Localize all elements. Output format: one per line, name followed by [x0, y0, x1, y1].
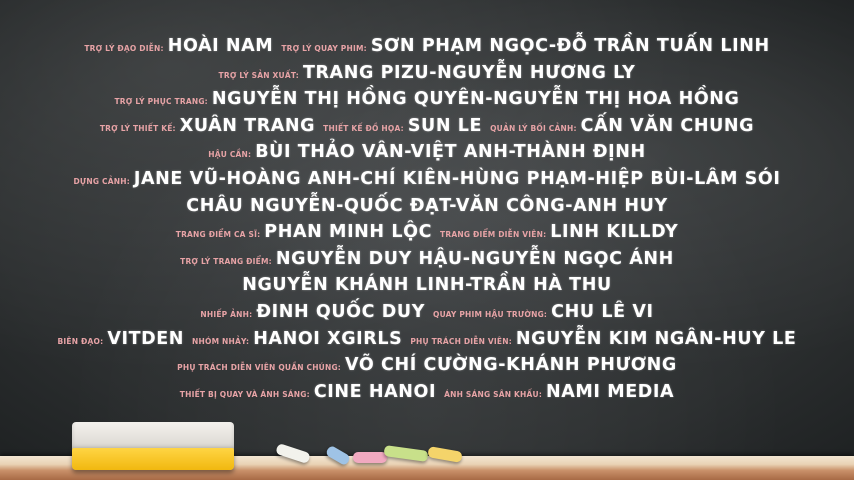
credit-entry: Ánh sáng sân khấu: Nami Media	[444, 382, 674, 402]
credit-name: Vitden	[107, 328, 185, 349]
credit-name: Sun Le	[407, 115, 483, 136]
credit-role: Biên đạo:	[57, 336, 104, 346]
credit-entry: Phụ trách diễn viên quần chúng: Võ Chí Cư…	[177, 355, 677, 375]
credit-role: Quản lý bối cảnh:	[490, 123, 577, 133]
credit-role: Phụ trách diễn viên:	[410, 336, 512, 346]
credit-row: Biên đạo: Vitden Nhóm nhảy: Hanoi Xgirls Phụ…	[0, 329, 854, 356]
chalkboard-background	[0, 0, 854, 458]
credit-name: Chu Lê Vi	[551, 301, 654, 322]
credit-role: Trợ lý phục trang:	[114, 97, 208, 107]
credit-entry: Thiết kế đồ họa: Sun Le	[323, 116, 482, 136]
eraser-handle	[72, 448, 234, 470]
credit-role: Ánh sáng sân khấu:	[444, 389, 543, 399]
credit-role: Nhóm nhảy:	[192, 336, 250, 346]
credit-row: Trợ lý phục trang: Nguyễn Thị Hồng Quyên-…	[0, 89, 854, 116]
credit-role: Quay phim hậu trường:	[433, 309, 548, 319]
credit-row: Trợ lý sản xuất: Trang Pizu-Nguyễn Hương …	[0, 63, 854, 90]
credit-entry: Phụ trách diễn viên: Nguyễn Kim Ngân-Huy …	[410, 329, 796, 349]
credit-role: Trợ lý thiết kế:	[99, 123, 176, 133]
credit-row: Trang điểm ca sĩ: Phan Minh Lộc Trang điểm…	[0, 222, 854, 249]
credit-entry: Hậu cần: Bùi Thảo Vân-Việt Anh-Thành Định	[208, 142, 646, 162]
credit-name: Sơn Phạm Ngọc-Đỗ Trần Tuấn Linh	[370, 36, 770, 56]
credit-row: Dựng cảnh: Jane Vũ-Hoàng Anh-Chí Kiên-Hùn…	[0, 169, 854, 196]
credit-row: Trợ lý đạo diễn: Hoài Nam Trợ lý quay phim…	[0, 36, 854, 63]
chalk-stick-pink	[353, 452, 387, 463]
credit-name: Hoài Nam	[167, 36, 274, 56]
credit-name: Cấn Văn Chung	[580, 115, 755, 136]
credit-role: Trang điểm diễn viên:	[440, 230, 547, 240]
credit-role: Trợ lý sản xuất:	[218, 70, 299, 80]
eraser-felt	[72, 422, 234, 450]
credit-entry: Trợ lý quay phim: Sơn Phạm Ngọc-Đỗ Trần T…	[281, 36, 769, 56]
credit-entry: Trợ lý phục trang: Nguyễn Thị Hồng Quyên-…	[114, 89, 739, 109]
credit-role: Trợ lý đạo diễn:	[84, 44, 164, 53]
credit-row: Thiết bị quay và ánh sáng: Cine Hanoi Ánh …	[0, 382, 854, 409]
credit-name: Châu Nguyễn-Quốc Đạt-Văn Công-Anh Huy	[186, 195, 668, 216]
credit-name: Linh Killdy	[550, 222, 679, 243]
credit-role: Nhiếp ảnh:	[200, 309, 253, 319]
credit-role: Trợ lý quay phim:	[281, 44, 367, 53]
credit-entry: Trợ lý đạo diễn: Hoài Nam	[84, 36, 273, 56]
credit-name: Xuân Trang	[179, 115, 316, 136]
credit-role: Phụ trách diễn viên quần chúng:	[177, 363, 341, 373]
credit-role: Thiết bị quay và ánh sáng:	[179, 389, 310, 399]
credit-role: Thiết kế đồ họa:	[323, 123, 404, 133]
credit-name: Nguyễn Khánh Linh-Trần Hà Thu	[242, 275, 612, 296]
credit-entry: Thiết bị quay và ánh sáng: Cine Hanoi	[180, 382, 436, 402]
credit-name: Nguyễn Thị Hồng Quyên-Nguyễn Thị Hoa Hồn…	[211, 89, 740, 110]
credit-row: Trợ lý thiết kế: Xuân Trang Thiết kế đồ họ…	[0, 116, 854, 143]
credits-list: Trợ lý đạo diễn: Hoài Nam Trợ lý quay phim…	[0, 36, 854, 408]
credit-entry: Nhiếp ảnh: Đinh Quốc Duy	[200, 302, 425, 322]
credit-name: Bùi Thảo Vân-Việt Anh-Thành Định	[255, 142, 646, 163]
credit-entry: Biên đạo: Vitden	[58, 329, 185, 349]
credit-row: Phụ trách diễn viên quần chúng: Võ Chí Cư…	[0, 355, 854, 382]
credit-row: Nhiếp ảnh: Đinh Quốc Duy Quay phim hậu trư…	[0, 302, 854, 329]
credit-entry: Trợ lý thiết kế: Xuân Trang	[100, 116, 315, 136]
credit-entry: Nguyễn Khánh Linh-Trần Hà Thu	[242, 275, 612, 295]
credit-entry: Trợ lý trang điểm: Nguyễn Duy Hậu-Nguyễn …	[180, 249, 674, 269]
credit-name: Võ Chí Cường-Khánh Phương	[345, 355, 677, 376]
credit-name: Đinh Quốc Duy	[256, 301, 425, 322]
chalkboard-eraser	[72, 422, 234, 472]
credit-entry: Dựng cảnh: Jane Vũ-Hoàng Anh-Chí Kiên-Hùn…	[74, 169, 781, 189]
credit-entry: Trang điểm diễn viên: Linh Killdy	[440, 222, 678, 242]
credit-name: Nami Media	[546, 381, 675, 402]
credit-name: Phan Minh Lộc	[264, 222, 433, 243]
credit-row: Trợ lý trang điểm: Nguyễn Duy Hậu-Nguyễn …	[0, 249, 854, 276]
credit-role: Hậu cần:	[208, 150, 252, 160]
credit-role: Trợ lý trang điểm:	[180, 256, 272, 266]
credit-name: Hanoi Xgirls	[253, 328, 403, 349]
credit-name: Nguyễn Duy Hậu-Nguyễn Ngọc Ánh	[275, 248, 674, 269]
credit-name: Nguyễn Kim Ngân-Huy Le	[515, 328, 797, 349]
credit-entry: Trang điểm ca sĩ: Phan Minh Lộc	[176, 222, 432, 242]
credit-row: Nguyễn Khánh Linh-Trần Hà Thu	[0, 275, 854, 302]
credit-role: Dựng cảnh:	[73, 176, 130, 186]
credit-name: Trang Pizu-Nguyễn Hương Ly	[302, 62, 636, 83]
credit-row: Hậu cần: Bùi Thảo Vân-Việt Anh-Thành Định	[0, 142, 854, 169]
credit-entry: Nhóm nhảy: Hanoi Xgirls	[192, 329, 402, 349]
credit-role: Trang điểm ca sĩ:	[175, 230, 261, 240]
credit-entry: Quản lý bối cảnh: Cấn Văn Chung	[490, 116, 754, 136]
credit-entry: Trợ lý sản xuất: Trang Pizu-Nguyễn Hương …	[219, 63, 636, 83]
credit-name: Cine Hanoi	[313, 381, 437, 402]
credit-row: Châu Nguyễn-Quốc Đạt-Văn Công-Anh Huy	[0, 196, 854, 223]
credit-name: Jane Vũ-Hoàng Anh-Chí Kiên-Hùng Phạm-Hiệ…	[133, 168, 781, 189]
credit-entry: Châu Nguyễn-Quốc Đạt-Văn Công-Anh Huy	[186, 196, 668, 216]
credit-entry: Quay phim hậu trường: Chu Lê Vi	[433, 302, 654, 322]
